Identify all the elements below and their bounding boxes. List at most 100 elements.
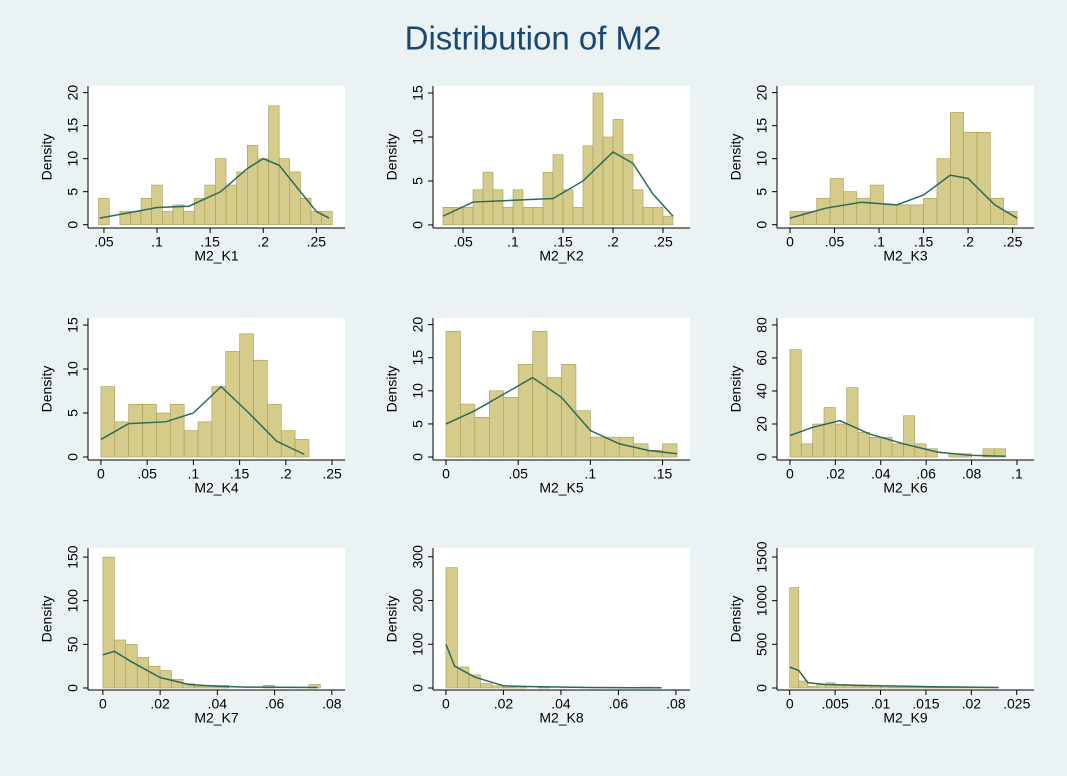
density-line xyxy=(789,419,1006,457)
bar xyxy=(294,439,310,458)
x-tick-label: .1 xyxy=(1011,466,1023,482)
bar xyxy=(903,415,916,458)
density-line xyxy=(789,174,1018,219)
bar xyxy=(321,211,333,225)
y-tick-label: 1500 xyxy=(754,541,770,572)
x-tick-label: .25 xyxy=(653,234,673,250)
bar xyxy=(125,644,138,689)
bar xyxy=(532,207,544,226)
x-tick-label: .025 xyxy=(1003,696,1030,712)
y-tick-label: 50 xyxy=(65,636,81,652)
bar xyxy=(503,397,519,458)
bar xyxy=(823,407,836,458)
x-tick-label: .15 xyxy=(230,466,250,482)
x-tick-label: .08 xyxy=(322,696,342,712)
x-tick-label: .15 xyxy=(200,234,220,250)
x-tick-label: .06 xyxy=(609,696,629,712)
x-tick-label: .15 xyxy=(553,234,573,250)
x-tick-label: .05 xyxy=(508,466,528,482)
bar xyxy=(612,119,624,226)
bar xyxy=(891,443,904,458)
y-tick-label: 15 xyxy=(410,85,426,101)
bar xyxy=(857,431,870,458)
bar xyxy=(468,674,481,689)
x-axis-title: M2_K6 xyxy=(883,480,928,496)
bar xyxy=(871,685,881,689)
bar xyxy=(807,685,818,689)
y-tick-label: 150 xyxy=(65,545,81,569)
y-tick-label: 15 xyxy=(410,350,426,366)
bar xyxy=(532,330,548,458)
bar xyxy=(183,430,199,458)
bar xyxy=(480,683,493,689)
x-tick-label: .1 xyxy=(507,234,519,250)
y-tick-label: 500 xyxy=(754,632,770,656)
bar xyxy=(472,189,484,226)
bar xyxy=(852,685,863,689)
bar xyxy=(130,211,142,225)
bar xyxy=(151,184,163,225)
density-line xyxy=(789,666,999,689)
y-axis-title: Density xyxy=(39,366,55,413)
x-tick-label: .05 xyxy=(137,466,157,482)
bar xyxy=(278,158,291,225)
bar xyxy=(829,178,844,225)
x-tick-label: .08 xyxy=(666,696,686,712)
bar xyxy=(225,184,237,225)
y-tick-label: 5 xyxy=(410,177,426,185)
x-tick-label: .2 xyxy=(962,234,974,250)
x-tick-label: .01 xyxy=(871,696,891,712)
bar xyxy=(602,136,614,226)
y-tick-label: 10 xyxy=(754,151,770,167)
x-axis-title: M2_K7 xyxy=(194,710,239,726)
x-tick-label: .05 xyxy=(94,234,114,250)
bar xyxy=(172,204,184,225)
x-tick-label: .04 xyxy=(208,696,228,712)
y-tick-label: 10 xyxy=(410,129,426,145)
y-axis-title: Density xyxy=(728,134,744,181)
bar xyxy=(136,657,149,689)
y-tick-label: 15 xyxy=(65,118,81,134)
bar xyxy=(798,680,809,689)
bar xyxy=(800,443,813,458)
y-tick-label: 1000 xyxy=(754,585,770,616)
bar xyxy=(835,423,847,458)
bar xyxy=(482,171,494,226)
bar xyxy=(923,197,938,225)
plot-area xyxy=(777,548,1034,690)
x-axis-title: M2_K4 xyxy=(194,480,239,496)
bar xyxy=(914,443,927,458)
y-tick-label: 0 xyxy=(65,221,81,229)
x-tick-label: .1 xyxy=(873,234,885,250)
bar xyxy=(632,189,644,226)
bar xyxy=(662,443,678,458)
y-tick-label: 80 xyxy=(754,317,770,333)
y-tick-label: 300 xyxy=(410,545,426,569)
y-tick-label: 0 xyxy=(410,221,426,229)
y-tick-label: 5 xyxy=(754,188,770,196)
y-tick-label: 0 xyxy=(754,453,770,461)
plot-area xyxy=(433,548,690,690)
x-tick-label: .2 xyxy=(607,234,619,250)
bar xyxy=(622,154,634,226)
x-axis-title: M2_K2 xyxy=(539,248,584,264)
bar xyxy=(194,685,207,689)
density-line xyxy=(445,643,662,689)
y-axis-title: Density xyxy=(384,134,400,181)
y-tick-label: 10 xyxy=(410,383,426,399)
x-tick-label: .2 xyxy=(280,466,292,482)
bar xyxy=(896,204,911,225)
bar xyxy=(267,403,282,458)
bar xyxy=(572,207,584,226)
x-tick-label: .02 xyxy=(826,466,846,482)
bar xyxy=(492,189,504,226)
x-tick-label: .15 xyxy=(653,466,673,482)
bar xyxy=(592,92,604,226)
x-tick-label: .02 xyxy=(150,696,170,712)
x-tick-label: .05 xyxy=(825,234,845,250)
x-tick-label: .1 xyxy=(151,234,163,250)
density-line xyxy=(442,151,674,217)
y-tick-label: 20 xyxy=(754,85,770,101)
